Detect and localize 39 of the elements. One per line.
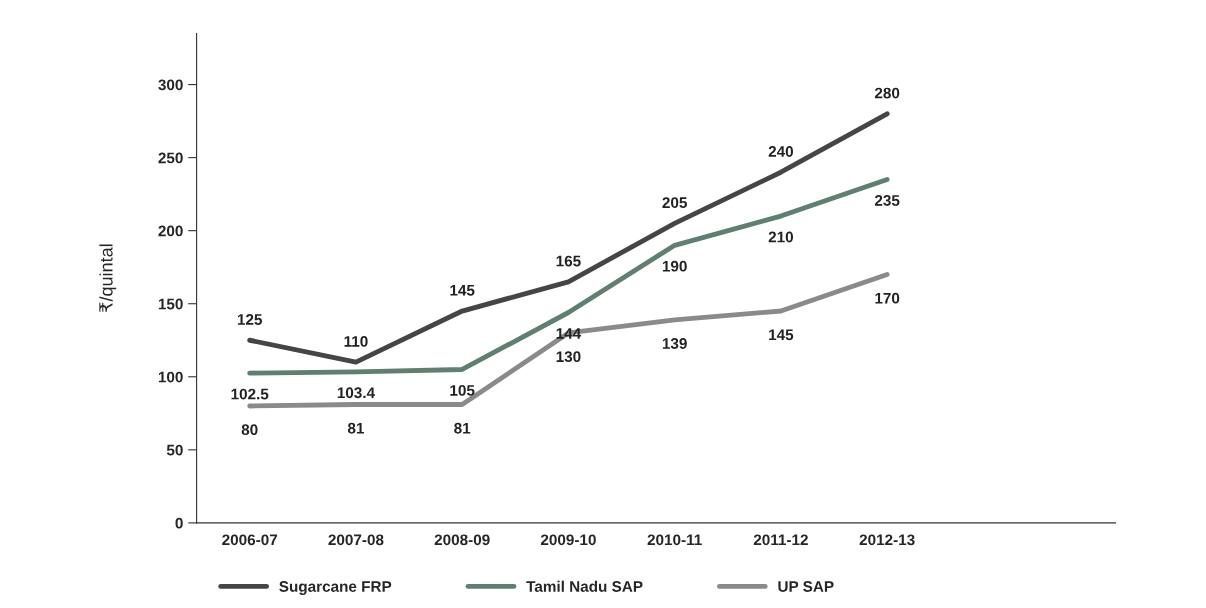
y-tick-label: 250 bbox=[158, 152, 183, 164]
data-label: 81 bbox=[347, 422, 365, 434]
data-label: 205 bbox=[662, 197, 687, 209]
y-tick-label: 300 bbox=[158, 79, 183, 91]
data-label: 240 bbox=[768, 146, 794, 157]
legend-label: Sugarcane FRP bbox=[279, 581, 392, 595]
data-label: 170 bbox=[875, 292, 900, 304]
x-tick-label: 2008-09 bbox=[434, 534, 490, 546]
data-label: 80 bbox=[241, 424, 258, 436]
data-label: 139 bbox=[662, 338, 687, 349]
data-label: 110 bbox=[344, 336, 368, 347]
y-tick-label: 50 bbox=[166, 444, 183, 456]
data-label: 125 bbox=[237, 314, 263, 325]
legend-label: UP SAP bbox=[778, 581, 834, 592]
data-label: 81 bbox=[454, 422, 471, 434]
data-label: 102.5 bbox=[231, 388, 269, 400]
y-tick-label: 0 bbox=[175, 517, 183, 529]
x-tick-label: 2009-10 bbox=[540, 534, 596, 546]
data-label: 165 bbox=[556, 255, 581, 267]
data-label: 280 bbox=[874, 87, 900, 99]
x-tick-label: 2006-07 bbox=[222, 534, 278, 546]
legend-label: Tamil Nadu SAP bbox=[526, 580, 643, 592]
x-tick-label: 2011-12 bbox=[753, 534, 808, 546]
y-tick-label: 150 bbox=[158, 298, 183, 310]
x-tick-label: 2012-13 bbox=[859, 534, 915, 546]
x-tick-label: 2007-08 bbox=[328, 534, 384, 546]
data-label: 130 bbox=[556, 351, 581, 363]
data-label: 145 bbox=[450, 285, 475, 296]
data-label: 210 bbox=[768, 231, 794, 243]
data-label: 103.4 bbox=[337, 387, 375, 399]
y-tick-label: 200 bbox=[158, 225, 183, 237]
x-tick-label: 2010-11 bbox=[647, 534, 702, 546]
data-label: 105 bbox=[450, 384, 475, 396]
data-label: 145 bbox=[769, 329, 794, 341]
data-label: 235 bbox=[874, 195, 900, 206]
y-tick-label: 100 bbox=[158, 371, 183, 383]
data-label: 190 bbox=[662, 260, 687, 272]
y-axis-title: ₹/quintal bbox=[99, 244, 117, 313]
data-label: 144 bbox=[556, 328, 582, 339]
